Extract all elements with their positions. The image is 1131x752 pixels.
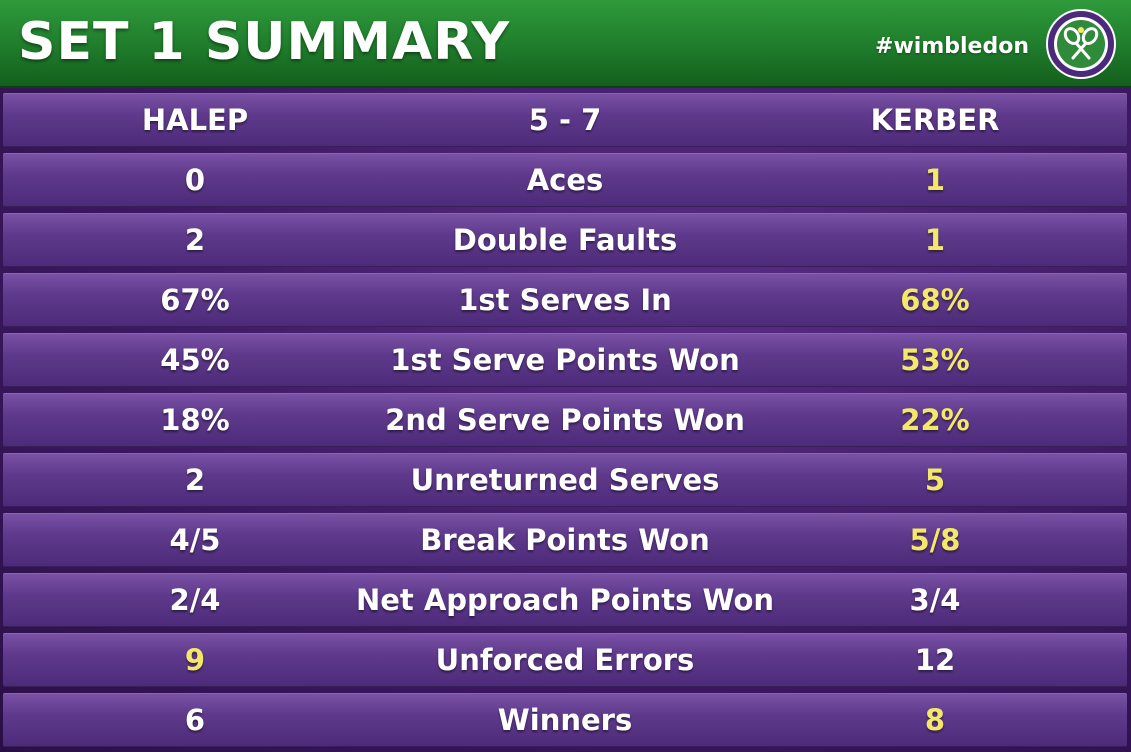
stat-left-value: 6 (184, 703, 206, 737)
stat-right-value: 53% (900, 343, 970, 377)
stat-label: Double Faults (452, 223, 678, 257)
stat-label: Winners (497, 703, 633, 737)
stat-right-value: 12 (914, 643, 956, 677)
stat-right-value: 1 (924, 163, 946, 197)
stat-right-value: 1 (924, 223, 946, 257)
wimbledon-logo-icon (1046, 9, 1116, 79)
stat-right-value: 5 (924, 463, 946, 497)
hashtag-label: #wimbledon (875, 34, 1029, 59)
player-left-name: HALEP (141, 103, 249, 137)
stat-label: Aces (526, 163, 604, 197)
stat-row-second-serve-points-won: 18% 2nd Serve Points Won 22% (3, 393, 1127, 447)
player-right-name: KERBER (870, 103, 1000, 137)
stat-left-value: 18% (160, 403, 230, 437)
stat-right-value: 22% (900, 403, 970, 437)
stat-row-net-approach-points-won: 2/4 Net Approach Points Won 3/4 (3, 573, 1127, 627)
page-title: SET 1 SUMMARY (18, 12, 511, 72)
stat-label: Unforced Errors (435, 643, 695, 677)
stat-left-value: 0 (184, 163, 206, 197)
stat-right-value: 3/4 (909, 583, 961, 617)
stat-row-aces: 0 Aces 1 (3, 153, 1127, 207)
stat-label: 2nd Serve Points Won (385, 403, 745, 437)
set-score: 5 - 7 (528, 103, 602, 137)
stat-left-value: 2 (184, 223, 206, 257)
players-row: HALEP 5 - 7 KERBER (3, 93, 1127, 147)
stat-left-value: 2/4 (169, 583, 221, 617)
stat-label: 1st Serves In (458, 283, 672, 317)
stat-row-unreturned-serves: 2 Unreturned Serves 5 (3, 453, 1127, 507)
stat-left-value: 9 (184, 643, 206, 677)
stat-row-winners: 6 Winners 8 (3, 693, 1127, 747)
stat-label: Unreturned Serves (410, 463, 720, 497)
header-bar: SET 1 SUMMARY #wimbledon (0, 0, 1131, 88)
stat-row-first-serve-points-won: 45% 1st Serve Points Won 53% (3, 333, 1127, 387)
stat-left-value: 4/5 (169, 523, 221, 557)
stat-row-unforced-errors: 9 Unforced Errors 12 (3, 633, 1127, 687)
stat-right-value: 8 (924, 703, 946, 737)
stat-row-break-points-won: 4/5 Break Points Won 5/8 (3, 513, 1127, 567)
stats-table: HALEP 5 - 7 KERBER 0 Aces 1 2 Double Fau… (3, 93, 1127, 747)
stat-left-value: 45% (160, 343, 230, 377)
stat-row-first-serves-in: 67% 1st Serves In 68% (3, 273, 1127, 327)
stat-row-double-faults: 2 Double Faults 1 (3, 213, 1127, 267)
stat-label: Net Approach Points Won (355, 583, 775, 617)
stat-right-value: 68% (900, 283, 970, 317)
stat-left-value: 67% (160, 283, 230, 317)
stat-label: Break Points Won (420, 523, 710, 557)
stat-label: 1st Serve Points Won (390, 343, 740, 377)
stat-left-value: 2 (184, 463, 206, 497)
stat-right-value: 5/8 (909, 523, 961, 557)
